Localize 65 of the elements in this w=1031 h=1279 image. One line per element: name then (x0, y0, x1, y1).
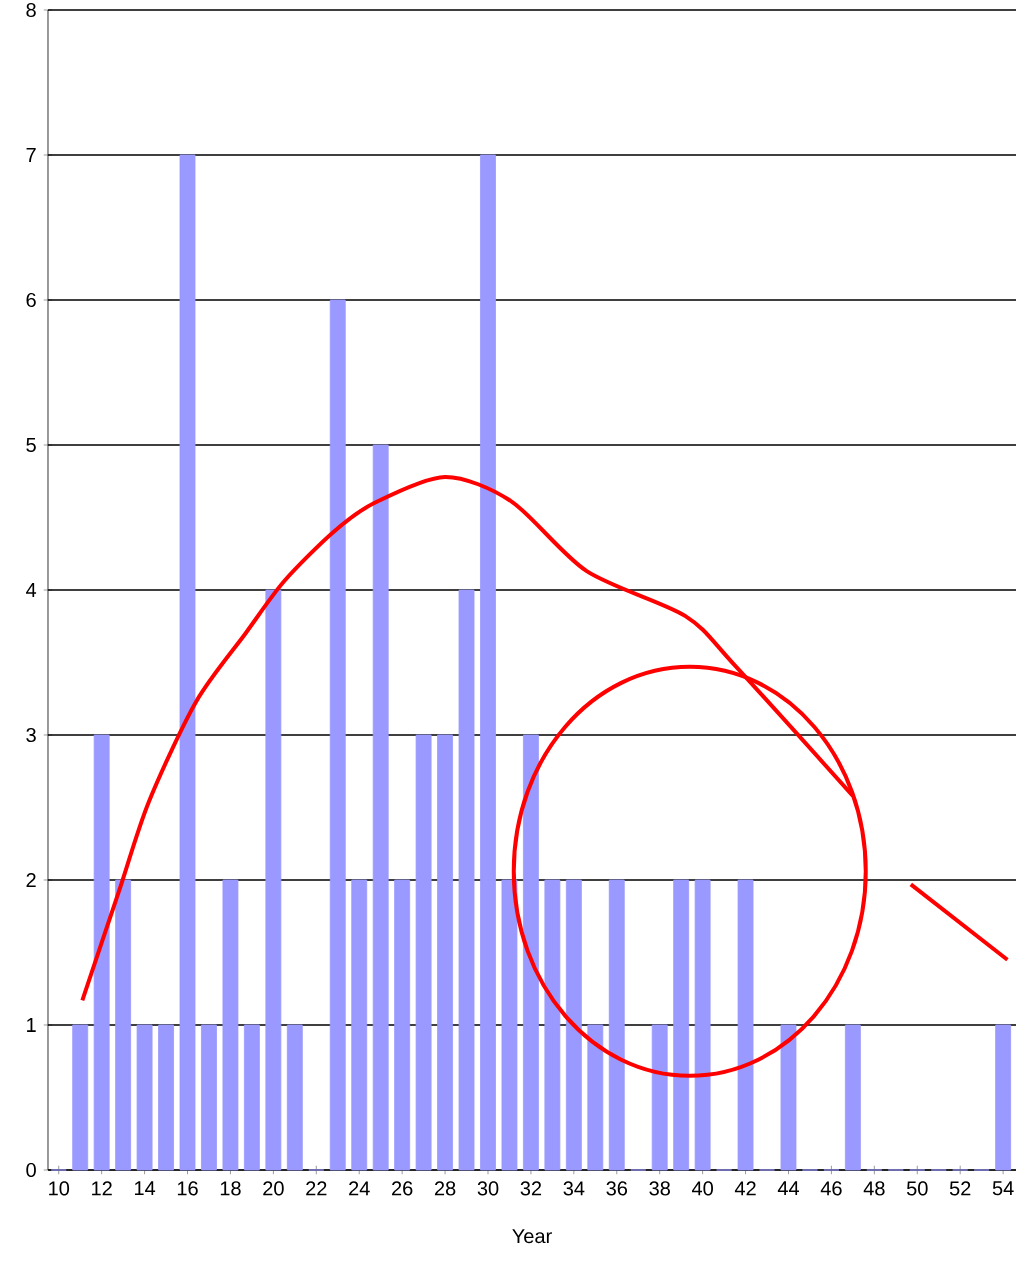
bar (394, 879, 411, 1171)
bar (458, 589, 475, 1171)
bar (844, 1024, 861, 1171)
x-tick-label: 12 (92, 1181, 112, 1196)
x-tick-label: 36 (606, 1181, 628, 1196)
x-tick-label: 26 (392, 1181, 413, 1196)
x-tick-label: 10 (49, 1181, 70, 1196)
bar (694, 879, 711, 1171)
x-tick-label: 22 (306, 1181, 327, 1196)
x-tick-label: 50 (906, 1181, 928, 1196)
bar (673, 879, 690, 1171)
x-tick-label: 52 (949, 1181, 971, 1196)
x-tick-label: 30 (477, 1181, 499, 1196)
bar (93, 734, 110, 1171)
bar (415, 734, 432, 1171)
bar (780, 1024, 797, 1171)
bar (115, 879, 132, 1171)
y-tick-label: 2 (26, 873, 36, 887)
x-tick-label: 46 (820, 1181, 842, 1196)
x-tick-label: 16 (177, 1181, 198, 1196)
y-tick-label: 6 (26, 292, 36, 308)
bar (72, 1024, 89, 1171)
x-axis-title: Year (512, 1229, 552, 1244)
bar (136, 1024, 153, 1171)
bar (372, 444, 389, 1171)
bar (286, 1024, 303, 1171)
x-tick-label: 14 (135, 1181, 156, 1196)
bar (243, 1024, 260, 1171)
x-tick-label: 42 (734, 1181, 756, 1196)
bar (523, 734, 539, 1171)
x-tick-label: 32 (520, 1181, 542, 1196)
x-tick-label: 20 (263, 1181, 284, 1196)
bar (501, 879, 518, 1171)
bar (437, 734, 453, 1171)
x-tick-label: 44 (777, 1181, 800, 1196)
y-tick-label: 3 (26, 727, 36, 743)
x-tick-label: 24 (349, 1181, 370, 1196)
bar (651, 1024, 668, 1171)
bar (265, 589, 282, 1171)
x-tick-label: 48 (863, 1181, 885, 1196)
bar (329, 299, 346, 1171)
y-tick-label: 4 (26, 583, 37, 597)
x-tick-label: 54 (992, 1181, 1014, 1196)
bar (608, 879, 625, 1171)
bar (565, 879, 582, 1171)
bar (737, 879, 754, 1171)
bar (201, 1024, 217, 1171)
bar (587, 1024, 604, 1171)
bar (995, 1024, 1012, 1171)
x-tick-label: 34 (563, 1181, 585, 1196)
bar (222, 879, 239, 1171)
bar (480, 154, 496, 1171)
x-tick-label: 18 (220, 1181, 241, 1196)
bar (351, 879, 368, 1171)
x-tick-label: 28 (434, 1181, 456, 1196)
bar (179, 154, 196, 1171)
bar (544, 879, 561, 1171)
y-tick-label: 0 (26, 1162, 36, 1178)
y-tick-label: 5 (26, 438, 36, 452)
y-tick-label: 7 (26, 148, 36, 162)
y-tick-label: 8 (26, 2, 36, 18)
x-tick-label: 40 (691, 1181, 713, 1196)
bar (158, 1024, 174, 1171)
x-tick-label: 38 (649, 1181, 670, 1196)
y-tick-label: 1 (27, 1018, 36, 1032)
